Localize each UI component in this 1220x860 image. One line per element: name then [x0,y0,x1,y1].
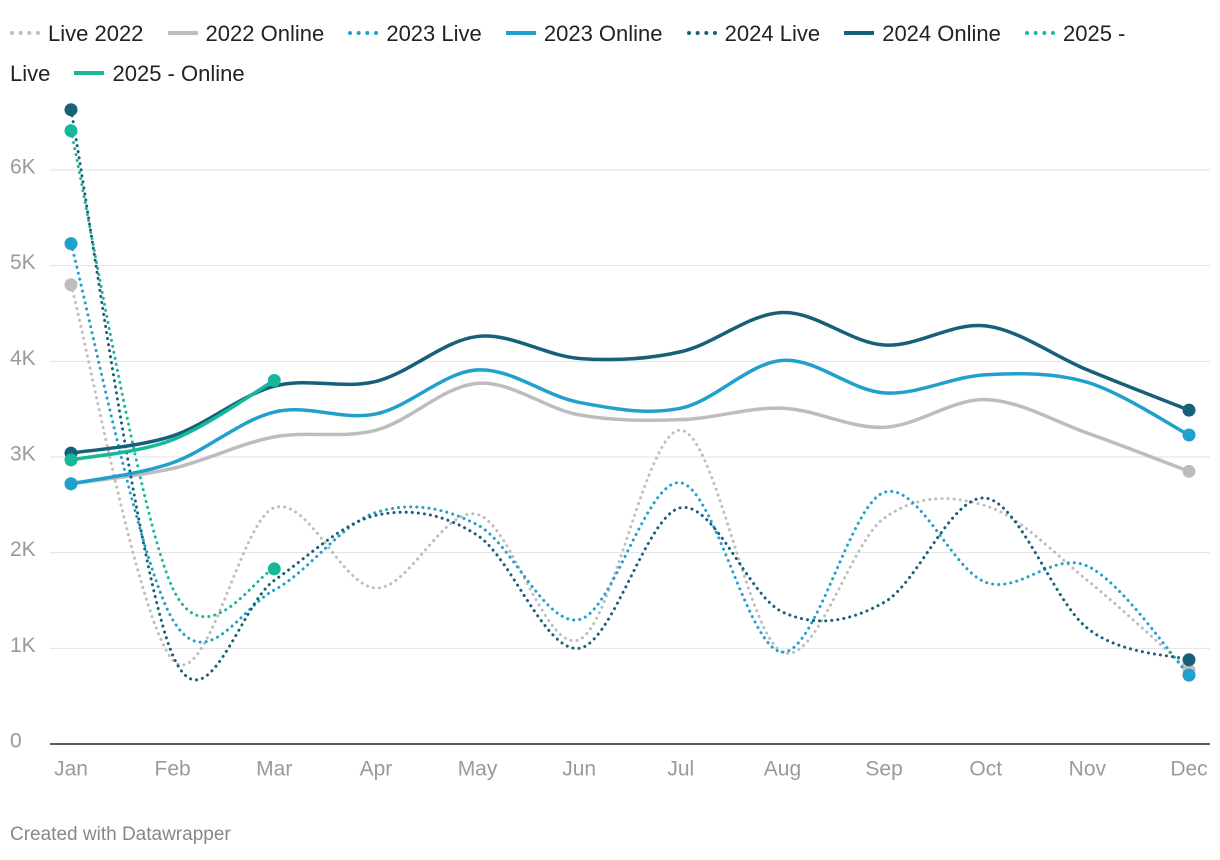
legend-swatch [74,71,105,76]
y-tick-label: 6K [10,156,36,179]
end-dot [1182,428,1196,442]
series-line [69,283,1191,672]
end-dot [64,477,78,491]
end-dot [267,562,281,576]
series-line [69,381,1191,486]
x-tick-label: Mar [256,758,292,781]
x-tick-label: Aug [764,758,801,781]
series-line [69,108,1191,682]
legend-label: 2024 Online [882,21,1001,46]
legend-label: 2023 Online [543,21,663,46]
x-tick-label: Dec [1170,758,1207,781]
end-dot [1182,668,1196,682]
legend-swatch [1024,31,1055,36]
end-dot [64,278,78,292]
source: Created with Datawrapper [10,824,231,845]
x-tick-label: Apr [360,758,393,781]
legend-item: 2025 - Online [74,61,245,86]
x-tick-label: Jun [562,758,596,781]
legend-swatch [167,31,198,36]
legend-label: Live 2022 [48,21,144,46]
y-tick-label: 1K [10,634,36,657]
legend: Live 2022 2022 Online 2023 Live 2023 Onl… [10,14,1180,94]
y-tick-label: 4K [10,347,36,370]
x-tick-label: Oct [969,758,1002,781]
series-line [69,310,1191,455]
legend-item: 2024 Live [686,21,821,46]
legend-label: 2022 Online [205,21,325,46]
series-line [69,378,277,462]
legend-label: 2024 Live [724,21,821,46]
y-tick-label: 5K [10,251,36,274]
legend-label: 2023 Live [386,21,482,46]
legend-item: 2023 Online [505,21,663,46]
legend-item: 2022 Online [167,21,325,46]
legend-swatch [505,31,536,36]
end-dot [267,373,281,387]
legend-label: 2025 - Online [112,61,245,86]
x-tick-label: Nov [1069,758,1107,781]
legend-item: Live 2022 [10,21,143,46]
series-line [69,358,1191,486]
end-dot [64,453,78,467]
legend-label: 2025 - Live [10,21,1126,86]
end-dot [1182,403,1196,417]
legend-swatch [844,31,875,36]
chart: 0 1K 2K 3K 4K 5K 6K Jan Feb Mar Apr May Jun Jul Aug Sep… [10,103,1210,781]
end-dot [1182,464,1196,478]
x-tick-label: Jul [667,758,694,781]
x-tick-label: Sep [865,758,902,781]
legend-item: 2025 - Live [10,21,1125,86]
x-tick-label: Jan [54,758,88,781]
end-dot [1182,653,1196,667]
y-tick-label: 3K [10,443,36,466]
legend-swatch [348,31,379,36]
legend-swatch [686,31,717,36]
x-tick-label: Feb [155,758,191,781]
series-line [69,242,1191,677]
x-tick-label: May [458,758,498,781]
legend-item: 2023 Live [348,21,482,46]
y-tick-label: 2K [10,538,36,561]
y-tick-label: 0 [10,730,22,753]
end-dot [64,103,78,117]
legend-item: 2024 Online [844,21,1001,46]
legend-swatch [10,31,40,36]
end-dot [64,237,78,251]
series-line [69,129,276,619]
end-dot [64,124,78,138]
